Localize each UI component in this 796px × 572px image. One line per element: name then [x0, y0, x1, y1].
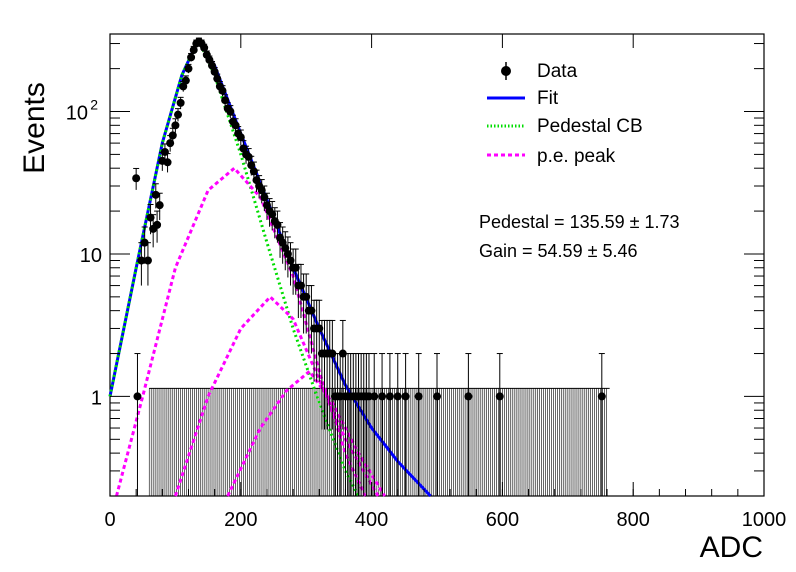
- x-tick-label: 200: [224, 509, 257, 531]
- data-point: [257, 186, 266, 195]
- data-point: [200, 43, 209, 52]
- data-point: [464, 392, 473, 401]
- data-point: [151, 190, 160, 199]
- data-point: [163, 158, 172, 167]
- legend-pe-label: p.e. peak: [537, 146, 616, 167]
- data-point: [307, 306, 316, 315]
- data-point: [221, 96, 230, 105]
- series-pedestal-cb-2: [108, 38, 360, 497]
- data-point: [433, 392, 441, 401]
- data-point: [155, 201, 164, 210]
- y-tick-label-exponent: 2: [90, 97, 98, 113]
- data-point: [414, 392, 423, 401]
- y-tick-label: 10: [66, 103, 88, 125]
- data-point: [268, 210, 277, 219]
- data-point: [174, 110, 183, 119]
- data-point: [247, 161, 256, 170]
- x-tick-label: 800: [617, 509, 650, 531]
- data-point: [181, 76, 190, 85]
- data-point: [140, 238, 149, 247]
- data-point: [132, 174, 141, 183]
- x-tick-label: 1000: [742, 509, 787, 531]
- data-point: [184, 64, 193, 73]
- data-point: [213, 74, 222, 83]
- data-point: [260, 193, 269, 202]
- data-point: [495, 392, 504, 401]
- data-point: [597, 392, 606, 401]
- legend-pedestal-label: Pedestal CB: [537, 116, 643, 137]
- points-layer: [132, 37, 606, 496]
- data-point: [296, 281, 305, 290]
- x-tick-label: 600: [486, 509, 519, 531]
- annotation-gain: Gain = 54.59 ± 5.46: [479, 241, 638, 261]
- grid-layer: [148, 387, 610, 496]
- data-point: [168, 131, 177, 140]
- x-tick-label: 0: [104, 509, 115, 531]
- data-point: [283, 249, 292, 258]
- data-point: [244, 152, 253, 161]
- data-point: [236, 133, 245, 142]
- data-point: [218, 86, 227, 95]
- data-point: [401, 392, 410, 401]
- data-point: [176, 98, 185, 107]
- y-axis-title: Events: [18, 82, 51, 174]
- legend-fit-label: Fit: [537, 88, 559, 109]
- series-p-e-peak-3: [115, 166, 367, 497]
- data-point: [171, 121, 180, 130]
- data-point: [378, 392, 387, 401]
- data-point: [166, 139, 175, 148]
- data-point: [153, 220, 162, 229]
- legend-data-label: Data: [537, 61, 578, 82]
- x-tick-label: 400: [355, 509, 388, 531]
- data-point: [393, 392, 402, 401]
- data-point: [315, 324, 324, 333]
- data-point: [133, 392, 142, 401]
- x-axis: 0 200 400 600 800 1000: [104, 34, 786, 531]
- x-axis-title: ADC: [700, 531, 763, 564]
- series-p-e-peak-4: [173, 295, 380, 497]
- data-point: [385, 392, 394, 401]
- data-point: [231, 121, 240, 130]
- y-tick-label: 1: [91, 387, 102, 409]
- data-point: [370, 392, 379, 401]
- data-point: [143, 256, 152, 265]
- data-point: [291, 263, 300, 272]
- annotation-pedestal: Pedestal = 135.59 ± 1.73: [479, 212, 680, 232]
- data-point: [189, 46, 198, 55]
- data-point: [249, 167, 258, 176]
- legend: Data Fit Pedestal CB p.e. peak: [487, 61, 643, 167]
- data-point: [286, 256, 295, 265]
- data-point: [187, 53, 196, 62]
- data-point: [226, 107, 235, 116]
- data-point: [137, 256, 146, 265]
- annotations: Pedestal = 135.59 ± 1.73 Gain = 54.59 ± …: [479, 212, 680, 261]
- data-point: [146, 213, 155, 222]
- data-point: [302, 292, 311, 301]
- y-tick-label: 10: [80, 245, 102, 267]
